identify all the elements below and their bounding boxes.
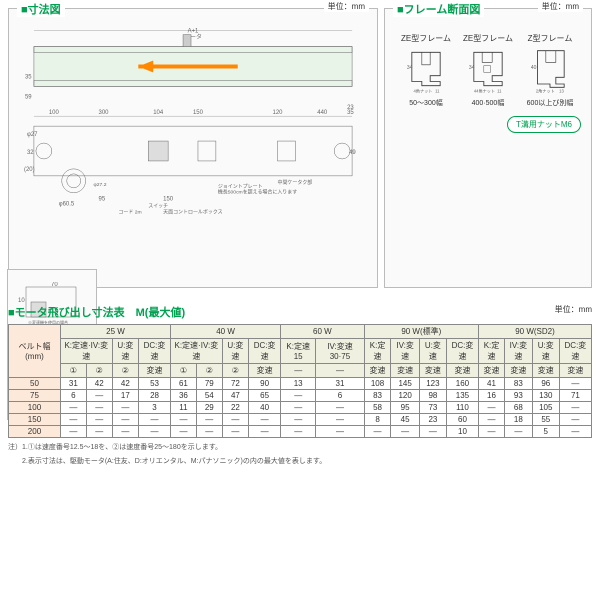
note-1: 注）1.①は速度番号12.5～18を、②は速度番号25～180を示します。 [8,442,592,452]
cross-unit: 単位：mm [538,1,583,12]
motor-table: ベルト幅 (mm) 25 W 40 W 60 W 90 W(標準) 90 W(S… [8,324,592,438]
svg-text:120: 120 [273,110,284,116]
svg-text:34: 34 [469,65,475,71]
cross-title: ■フレーム断面図 [393,1,484,17]
dimensions-unit: 単位：mm [324,1,369,12]
svg-text:ジョイントプレート: ジョイントプレート [218,184,263,190]
svg-text:32: 32 [27,150,34,156]
svg-text:49: 49 [349,150,356,156]
svg-text:100: 100 [49,110,60,116]
t-nut-badge: T溝用ナットM6 [507,116,581,133]
svg-text:2角ナット: 2角ナット [536,87,555,93]
svg-text:34: 34 [407,65,413,71]
svg-text:φ27: φ27 [27,132,38,138]
motor-table-section: ■モータ飛び出し寸法表 M(最大値) 単位：mm ベルト幅 (mm) 25 W … [8,304,592,466]
svg-text:φ27.2: φ27.2 [94,182,107,188]
dimensions-panel: ■寸法図 単位：mm モータ 35 59 A+1 [8,8,378,288]
table-row: 150——————————8452360—1855— [9,414,592,426]
svg-text:機長500cmを超える場合に入ります: 機長500cmを超える場合に入ります [218,189,297,196]
dimensions-title: ■寸法図 [17,1,65,17]
svg-text:150: 150 [193,110,204,116]
svg-text:440: 440 [317,110,328,116]
table-title: ■モータ飛び出し寸法表 M(最大値) [8,304,185,320]
table-unit: 単位：mm [555,304,592,324]
svg-text:150: 150 [163,197,174,203]
svg-text:40: 40 [531,65,537,71]
svg-text:スイッチ: スイッチ [148,204,168,210]
dimension-drawing: モータ 35 59 A+1 [19,25,367,277]
svg-text:70: 70 [51,282,58,288]
svg-text:11: 11 [497,88,502,93]
svg-text:A+1: A+1 [188,29,199,35]
svg-text:35: 35 [347,110,354,116]
svg-text:中間ケータク部: 中間ケータク部 [278,179,313,186]
table-row: 100———311292240——589573110—68105— [9,402,592,414]
table-row: 200—————————————10——5— [9,426,592,438]
belt-width-header: ベルト幅 (mm) [9,325,61,378]
svg-text:95: 95 [99,197,106,203]
table-row: 756—172836544765—68312098135169313071 [9,390,592,402]
svg-text:φ60.5: φ60.5 [59,202,75,208]
svg-text:13: 13 [559,88,564,93]
cross-section-panel: ■フレーム断面図 単位：mm ZE型フレーム 34 4角ナット 11 50～30… [384,8,592,288]
profile-ze-small: ZE型フレーム 34 4角ナット 11 50～300幅 [401,33,451,108]
svg-text:天面コントロールボックス: 天面コントロールボックス [163,209,223,216]
svg-text:コード 2m: コード 2m [118,210,141,216]
note-2: 2.表示寸法は、駆動モータ(A:住友、D:オリエンタル、M:パナソニック)の内の… [8,456,592,466]
svg-text:300: 300 [99,110,110,116]
svg-text:104: 104 [153,110,164,116]
svg-text:(20): (20) [24,167,35,173]
svg-text:4角ナット: 4角ナット [414,87,433,93]
svg-text:59: 59 [25,94,32,100]
profile-ze-large: ZE型フレーム 34 44角ナット 11 400·500幅 [463,33,513,108]
svg-text:35: 35 [25,74,32,80]
svg-text:44角ナット: 44角ナット [474,87,495,93]
table-row: 5031424253617972901331108145123160418396… [9,378,592,390]
t-nut-badge-wrap: T溝用ナットM6 [395,116,581,133]
profiles-row: ZE型フレーム 34 4角ナット 11 50～300幅 ZE型フレーム 34 [395,33,581,108]
profile-z: Z型フレーム 40 2角ナット 13 600以上び別幅 [525,33,575,108]
svg-text:11: 11 [435,88,440,93]
